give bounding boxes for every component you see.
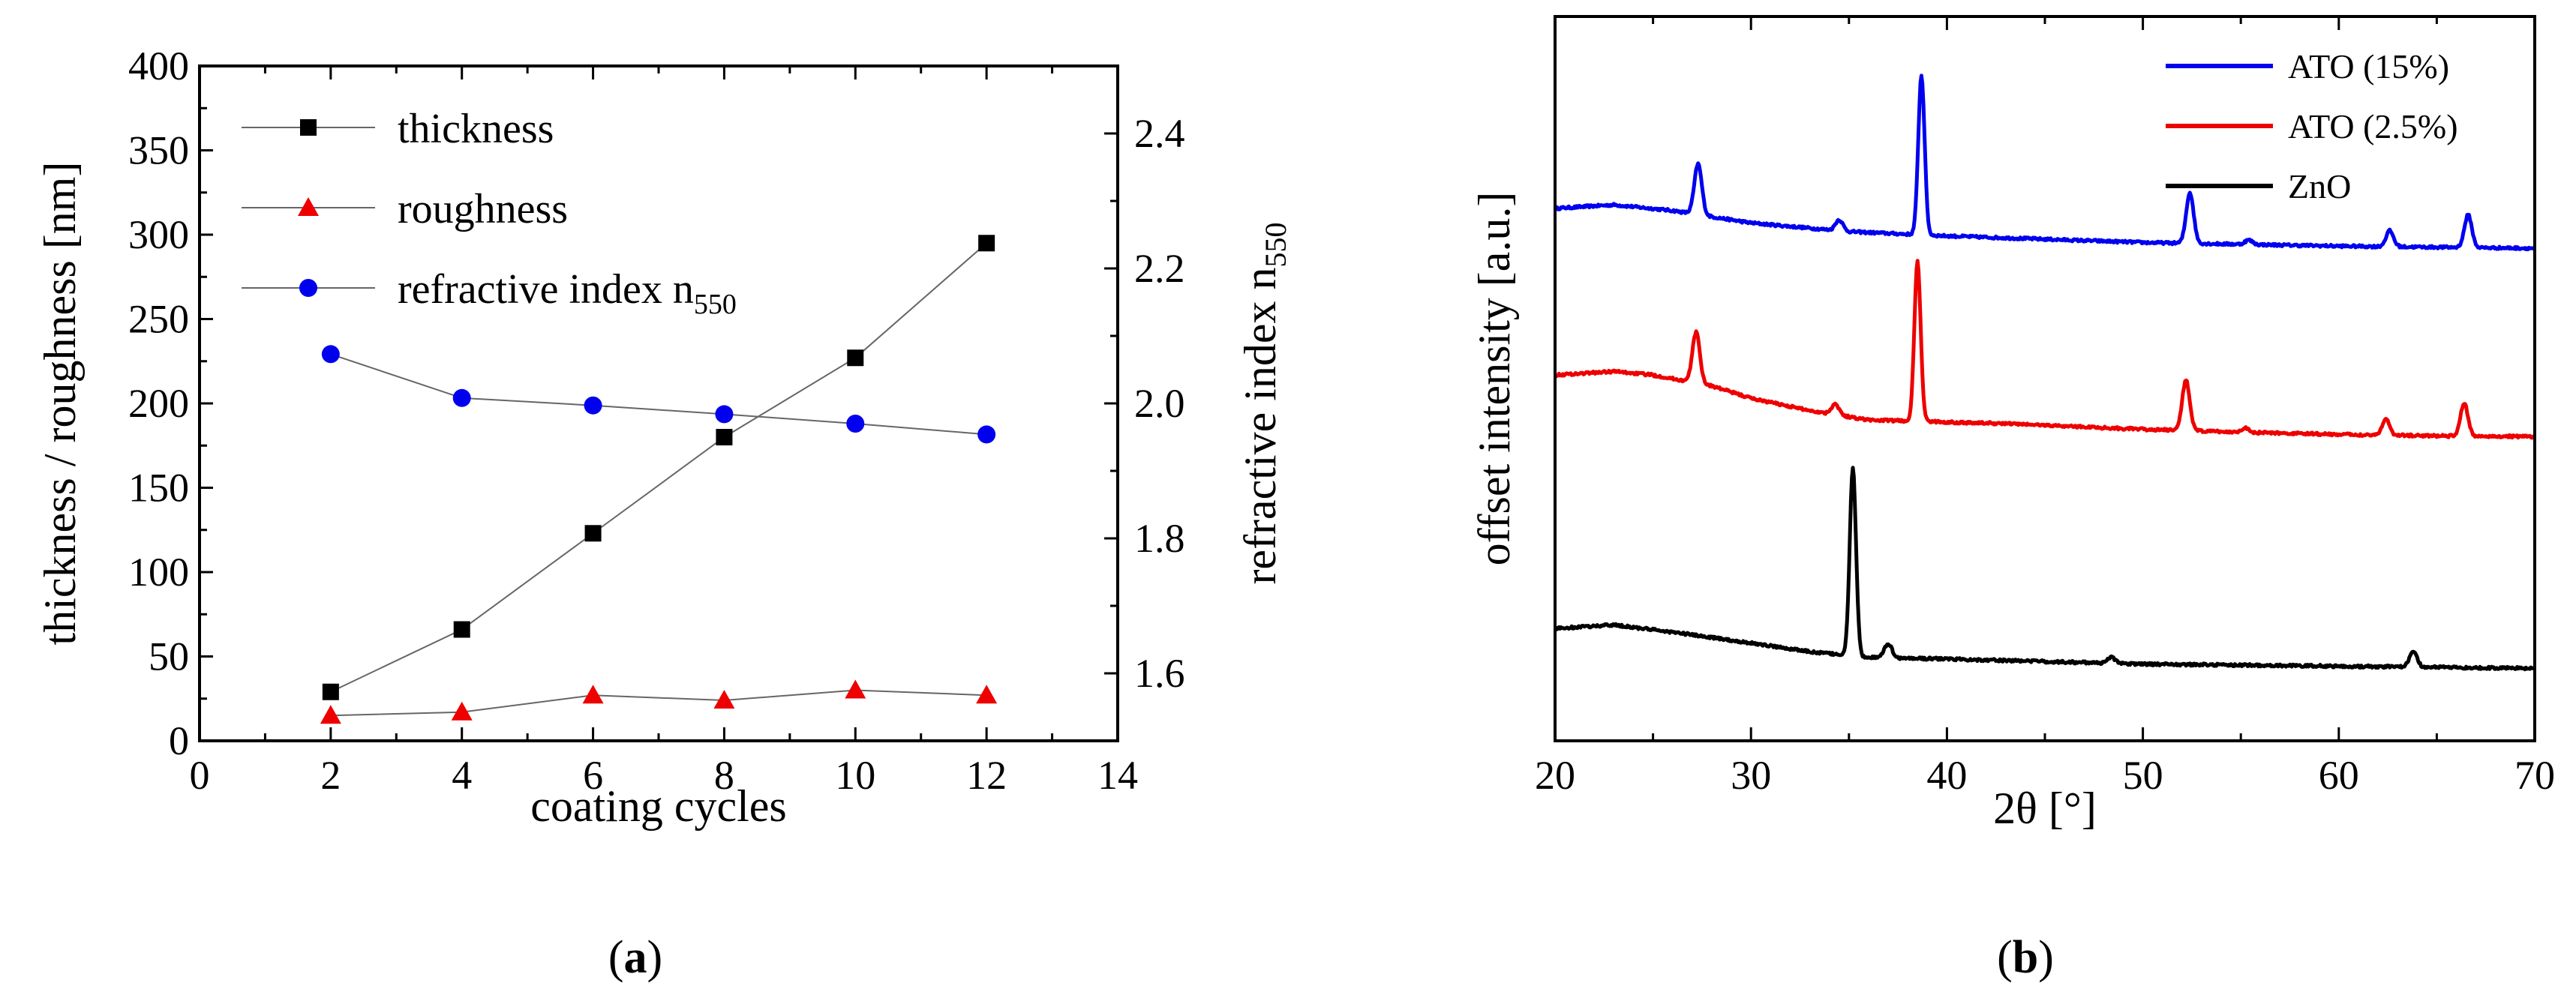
panel-a-legend-roughness-marker xyxy=(298,197,319,216)
panel-a-caption-letter: a xyxy=(624,932,647,983)
panel-a-y2-tick-label: 2.4 xyxy=(1134,111,1185,156)
panel-a-x-tick-label: 8 xyxy=(714,753,734,798)
panel-a-y2-tick-label: 1.6 xyxy=(1134,651,1185,696)
panel-b-x-tick-label: 30 xyxy=(1731,753,1771,798)
panel-b-ato-15-line xyxy=(1553,73,2536,252)
panel-b-legend-ato-15-label: ATO (15%) xyxy=(2288,47,2449,85)
panel-a-series xyxy=(320,235,998,724)
panel-a-roughness-point xyxy=(976,685,998,704)
panel-b-legend: ATO (15%) ATO (2.5%) ZnO xyxy=(2166,47,2458,205)
panel-b-zno-line xyxy=(1554,466,2536,672)
panel-a-refractive-point xyxy=(846,415,865,433)
panel-a-plot-area xyxy=(200,66,1118,741)
panel-a-thickness-point xyxy=(453,621,470,638)
panel-a-refractive-point xyxy=(452,388,471,407)
panel-a-refractive-point xyxy=(977,425,996,444)
panel-a-x-tick-label: 6 xyxy=(583,753,603,798)
panel-b-legend-zno-label: ZnO xyxy=(2288,167,2351,205)
panel-a-roughness-point xyxy=(713,690,735,709)
panel-a-x-axis-title: coating cycles xyxy=(530,781,787,831)
panel-b-series xyxy=(1553,73,2536,672)
panel-a-x-tick-label: 4 xyxy=(452,753,472,798)
panel-a-legend-roughness-label: roughness xyxy=(398,186,568,232)
panel-a-y2-tick-label: 1.8 xyxy=(1134,516,1185,561)
panel-a-y2-axis-title-sub: 550 xyxy=(1259,222,1293,267)
panel-b-caption-letter: b xyxy=(2013,932,2038,983)
panel-a-legend-refractive-label-sub: 550 xyxy=(694,289,737,320)
panel-a-x-tick-label: 12 xyxy=(966,753,1007,798)
panel-a-y-tick-label: 0 xyxy=(169,718,189,763)
panel-b-frame xyxy=(1554,15,2536,742)
panel-a-caption-close: ) xyxy=(647,932,663,983)
panel-a-y-tick-label: 250 xyxy=(128,297,189,342)
panel-b-x-tick-label: 20 xyxy=(1535,753,1575,798)
panel-a-roughness-line xyxy=(330,689,987,717)
panel-a-caption: (a) xyxy=(608,932,662,983)
panel-a-roughness-point xyxy=(845,679,866,699)
panel-a-legend-refractive-label-main: refractive index n xyxy=(398,266,694,313)
panel-a-y-axis-title: thickness / roughness [nm] xyxy=(35,162,85,646)
panel-b-ato-2-5-line xyxy=(1554,259,2536,440)
panel-a-x-tick-label: 14 xyxy=(1097,753,1138,798)
panel-a-frame xyxy=(198,64,1119,742)
panel-a-y2-axis-title: refractive index n550 xyxy=(1235,222,1293,584)
panel-b-x-tick-label: 60 xyxy=(2319,753,2359,798)
panel-a-thickness-point xyxy=(716,429,733,445)
panel-a-thickness-point xyxy=(584,525,602,542)
panel-a-roughness-point xyxy=(451,701,473,721)
panel-a-legend-refractive-marker xyxy=(299,279,317,297)
panel-a-chart: 0 2 4 6 8 10 12 14 0 50 100 150 200 250 300 350 400 1.6 1.… xyxy=(35,43,1293,983)
panel-a-x-tick-label: 0 xyxy=(190,753,210,798)
panel-a-y2-tick-label: 2.2 xyxy=(1134,246,1185,291)
panel-b-tick-labels: 20 30 40 50 60 70 xyxy=(1535,753,2555,798)
panel-a-thickness-point xyxy=(847,349,864,367)
panel-a-legend-thickness-label: thickness xyxy=(398,106,554,152)
panel-a-y2-tick-label: 2.0 xyxy=(1134,381,1185,426)
panel-b-caption: (b) xyxy=(1997,932,2054,983)
panel-b-chart: 20 30 40 50 60 70 2θ [°] offset intensity [a.… xyxy=(1470,15,2555,983)
panel-a-x-tick-label: 10 xyxy=(835,753,875,798)
panel-a-legend-thickness-label-main: thickness xyxy=(398,106,554,152)
panel-a-y-tick-label: 50 xyxy=(149,634,189,679)
panel-a-refractive-point xyxy=(321,345,340,364)
panel-a-y-tick-label: 350 xyxy=(128,128,189,173)
panel-a-thickness-point xyxy=(322,683,339,700)
panel-a-refractive-point xyxy=(584,396,602,415)
panel-a-y2-axis-title-main: refractive index n xyxy=(1235,267,1285,584)
panel-b-plot-area xyxy=(1555,16,2535,741)
panel-a-roughness-point xyxy=(320,705,341,724)
panel-a-legend-refractive-label: refractive index n550 xyxy=(398,266,737,320)
panel-a-legend: thickness roughness refractive index n550 xyxy=(242,106,737,320)
panel-b-caption-open: ( xyxy=(1997,932,2013,983)
panel-b-x-tick-label: 40 xyxy=(1926,753,1967,798)
panel-a-y-tick-label: 150 xyxy=(128,466,189,511)
panel-a-y-tick-label: 100 xyxy=(128,550,189,595)
panel-a-y-tick-label: 200 xyxy=(128,381,189,426)
panel-a-tick-labels: 0 2 4 6 8 10 12 14 0 50 100 150 200 250 300 350 400 1.6 1.… xyxy=(128,43,1185,798)
panel-a-y-tick-label: 400 xyxy=(128,43,189,88)
panel-b-x-tick-label: 70 xyxy=(2514,753,2555,798)
panel-b-x-axis-title: 2θ [°] xyxy=(1993,784,2097,833)
panel-a-y-tick-label: 300 xyxy=(128,212,189,257)
panel-a-x-tick-label: 2 xyxy=(320,753,341,798)
panel-a-thickness-point xyxy=(978,235,995,252)
panel-a-legend-thickness-marker xyxy=(300,119,317,136)
panel-b-caption-close: ) xyxy=(2038,932,2054,983)
panel-b-y-axis-title: offset intensity [a.u.] xyxy=(1470,192,1519,566)
panel-a-legend-roughness-label-main: roughness xyxy=(398,186,568,232)
panel-a-refractive-point xyxy=(715,405,734,424)
panel-b-x-tick-label: 50 xyxy=(2123,753,2163,798)
panel-a-refractive-line xyxy=(330,353,987,436)
panel-a-thickness-line xyxy=(330,242,987,693)
panel-a-roughness-point xyxy=(582,685,604,704)
panel-b-legend-ato-2-5-label: ATO (2.5%) xyxy=(2288,107,2458,145)
panel-a-caption-open: ( xyxy=(608,932,624,983)
